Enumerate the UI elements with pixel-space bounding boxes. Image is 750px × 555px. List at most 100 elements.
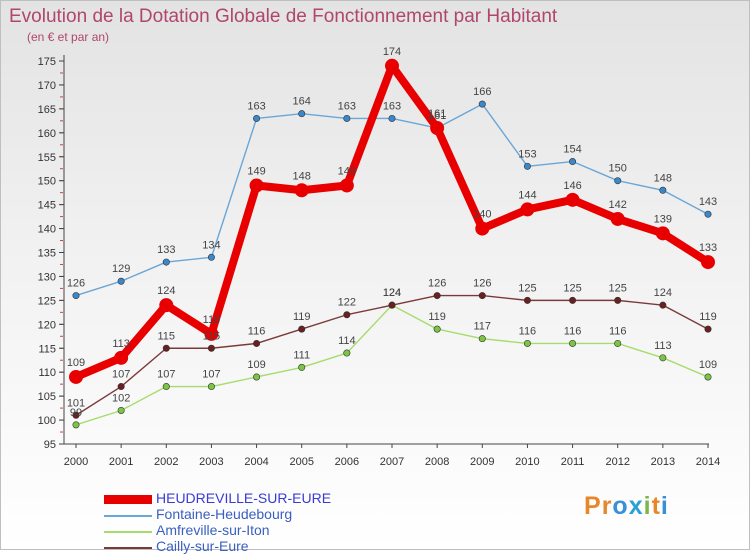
data-label: 116 bbox=[248, 325, 266, 337]
data-label: 163 bbox=[338, 100, 356, 112]
legend-label: HEUDREVILLE-SUR-EURE bbox=[156, 490, 332, 506]
data-point bbox=[72, 292, 80, 300]
series-line bbox=[75, 304, 709, 426]
x-tick-label: 2012 bbox=[605, 456, 629, 468]
data-point bbox=[343, 349, 351, 357]
data-label: 174 bbox=[383, 46, 401, 58]
legend-label: Fontaine-Heudebourg bbox=[156, 506, 293, 522]
data-label: 113 bbox=[654, 340, 672, 352]
data-point bbox=[433, 292, 441, 300]
y-tick-label: 170 bbox=[38, 80, 56, 92]
data-label: 163 bbox=[247, 100, 265, 112]
y-tick-label: 95 bbox=[44, 439, 56, 451]
series-cailly-sur-eure bbox=[72, 292, 712, 419]
data-point bbox=[655, 226, 670, 241]
data-point bbox=[117, 383, 125, 391]
data-point bbox=[69, 369, 83, 384]
data-label: 119 bbox=[699, 311, 717, 323]
data-point bbox=[117, 406, 125, 414]
data-point bbox=[207, 344, 215, 352]
proxiti-logo: Proxiti bbox=[584, 492, 669, 520]
y-tick-label: 155 bbox=[38, 152, 56, 164]
y-tick-label: 150 bbox=[38, 176, 56, 188]
series-fontaine-heudebourg bbox=[72, 100, 712, 300]
data-label: 101 bbox=[67, 397, 85, 409]
data-label: 143 bbox=[699, 196, 717, 208]
data-label: 133 bbox=[157, 244, 175, 256]
data-point bbox=[343, 114, 351, 122]
data-label: 142 bbox=[609, 199, 627, 211]
chart-subtitle: (en € et par an) bbox=[27, 30, 110, 44]
data-point bbox=[159, 298, 174, 313]
data-point bbox=[162, 258, 170, 266]
data-point bbox=[114, 350, 129, 365]
y-tick-label: 140 bbox=[38, 224, 56, 236]
data-point bbox=[614, 177, 622, 185]
data-point bbox=[569, 296, 577, 304]
data-label: 124 bbox=[383, 287, 401, 299]
data-point bbox=[569, 158, 577, 166]
data-point bbox=[162, 383, 170, 391]
y-tick-label: 130 bbox=[38, 271, 56, 283]
data-point bbox=[207, 383, 215, 391]
data-label: 163 bbox=[383, 100, 401, 112]
data-point bbox=[294, 183, 309, 198]
data-point bbox=[388, 114, 396, 122]
data-label: 124 bbox=[383, 287, 401, 299]
data-point bbox=[162, 344, 170, 352]
data-point bbox=[701, 255, 715, 270]
series-heudreville-sur-eure bbox=[69, 58, 715, 384]
data-label: 148 bbox=[654, 172, 672, 184]
legend-swatch bbox=[104, 515, 152, 517]
data-label: 109 bbox=[699, 359, 717, 371]
y-tick-label: 160 bbox=[38, 128, 56, 140]
x-tick-label: 2000 bbox=[64, 456, 88, 468]
data-point bbox=[614, 296, 622, 304]
data-point bbox=[433, 325, 441, 333]
data-point bbox=[117, 277, 125, 285]
data-point bbox=[520, 202, 535, 217]
data-label: 134 bbox=[202, 239, 220, 251]
data-point bbox=[478, 335, 486, 343]
data-label: 129 bbox=[112, 263, 130, 275]
data-label: 125 bbox=[518, 282, 536, 294]
data-point bbox=[339, 178, 354, 193]
legend-swatch bbox=[104, 547, 152, 549]
data-point bbox=[659, 301, 667, 309]
series-line bbox=[75, 294, 709, 416]
data-label: 124 bbox=[157, 285, 175, 297]
legend-label: Amfreville-sur-Iton bbox=[156, 522, 270, 538]
data-label: 154 bbox=[563, 144, 581, 156]
data-label: 166 bbox=[473, 86, 491, 98]
data-label: 117 bbox=[474, 321, 492, 333]
data-label: 119 bbox=[293, 311, 311, 323]
data-point bbox=[298, 110, 306, 118]
data-label: 107 bbox=[112, 369, 130, 381]
data-point bbox=[569, 339, 577, 347]
y-tick-label: 175 bbox=[38, 56, 56, 68]
data-point bbox=[343, 311, 351, 319]
y-tick-label: 165 bbox=[38, 104, 56, 116]
series-amfreville-sur-iton bbox=[72, 301, 712, 429]
data-point bbox=[253, 373, 261, 381]
data-label: 115 bbox=[158, 330, 176, 342]
legend-swatch bbox=[104, 531, 152, 533]
data-label: 149 bbox=[338, 165, 356, 177]
data-label: 107 bbox=[157, 369, 175, 381]
data-point bbox=[478, 100, 486, 108]
y-tick-label: 115 bbox=[38, 343, 56, 355]
data-label: 161 bbox=[428, 108, 446, 120]
data-point bbox=[610, 211, 625, 226]
x-tick-label: 2005 bbox=[289, 456, 313, 468]
data-label: 116 bbox=[609, 325, 627, 337]
x-tick-label: 2010 bbox=[515, 456, 539, 468]
x-tick-label: 2009 bbox=[470, 456, 494, 468]
data-label: 114 bbox=[338, 335, 356, 347]
data-label: 126 bbox=[473, 278, 491, 290]
data-point bbox=[614, 339, 622, 347]
data-point bbox=[204, 326, 219, 341]
data-label: 139 bbox=[654, 213, 672, 225]
data-label: 115 bbox=[203, 330, 221, 342]
data-point bbox=[704, 210, 712, 218]
